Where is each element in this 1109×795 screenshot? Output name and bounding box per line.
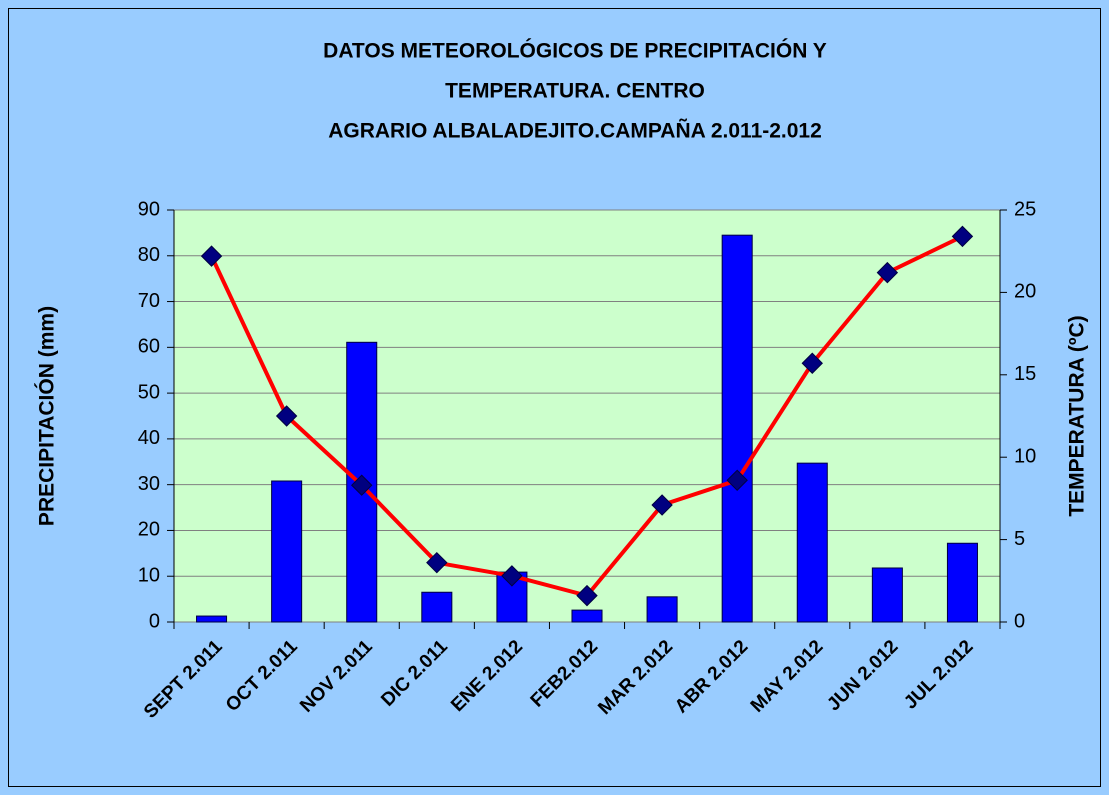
bar [796, 462, 828, 623]
marker [200, 245, 223, 267]
chart-border [8, 8, 1101, 787]
plot-area [173, 209, 1001, 623]
marker [876, 261, 899, 284]
y-tick-label: 40 [138, 427, 160, 449]
y-tick-label: 70 [138, 290, 160, 312]
y-tick-label: 50 [138, 381, 160, 403]
marker [726, 469, 748, 491]
y-tick-label: 60 [138, 336, 160, 358]
bar [721, 234, 753, 623]
chart-title: AGRARIO ALBALADEJITO.CAMPAÑA 2.011-2.012 [328, 120, 822, 143]
y2-tick-label: 20 [1014, 281, 1036, 303]
y-tick-label: 80 [138, 244, 160, 266]
y-tick-label: 10 [138, 565, 160, 587]
bar [571, 609, 603, 623]
y2-tick-label: 25 [1014, 198, 1036, 220]
y2-tick-label: 10 [1014, 445, 1036, 467]
marker [426, 551, 448, 574]
marker [651, 494, 673, 516]
y2-tick-label: 0 [1014, 610, 1025, 632]
marker [951, 225, 974, 248]
marker [275, 405, 298, 427]
bar [871, 567, 903, 623]
marker [351, 474, 373, 496]
y-axis-title: PRECIPITACIÓN (mm) [35, 306, 59, 526]
chart-title: DATOS METEOROLÓGICOS DE PRECIPITACIÓN Y [323, 39, 827, 63]
y2-axis-title: TEMPERATURA (ºC) [1066, 315, 1089, 516]
bar [271, 480, 303, 623]
bar [646, 596, 678, 623]
y2-tick-label: 15 [1014, 363, 1036, 385]
bar [196, 615, 228, 623]
y2-tick-label: 5 [1014, 528, 1025, 550]
marker [501, 565, 523, 587]
bar [421, 591, 453, 623]
y-tick-label: 90 [138, 198, 160, 220]
y-tick-label: 0 [149, 610, 160, 632]
chart-title: TEMPERATURA. CENTRO [445, 80, 705, 103]
y-tick-label: 20 [138, 519, 160, 541]
bar [946, 542, 978, 623]
y-tick-label: 30 [138, 473, 160, 495]
marker [801, 352, 823, 374]
marker [576, 584, 598, 607]
